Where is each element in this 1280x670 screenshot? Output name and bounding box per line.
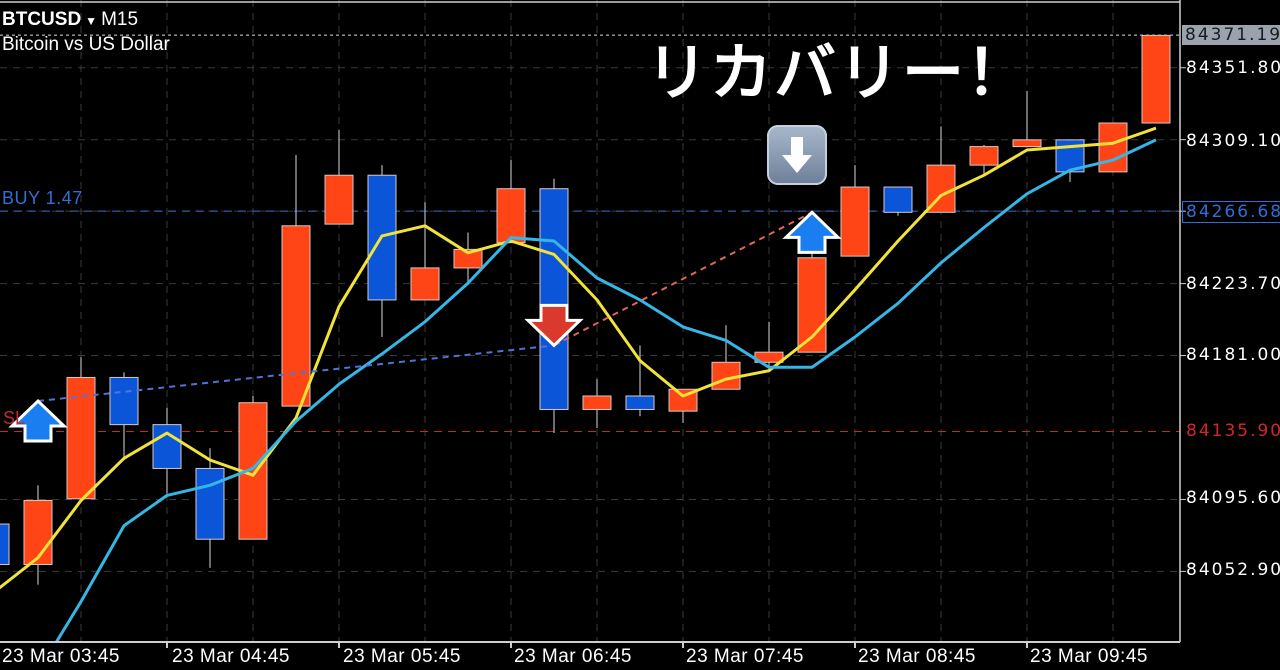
symbol-name[interactable]: BTCUSD [2, 9, 82, 30]
bull-candle [1012, 139, 1042, 148]
x-tick-label: 23 Mar 07:45 [686, 646, 804, 667]
x-tick-label: 23 Mar 09:45 [1030, 646, 1148, 667]
symbol-description: Bitcoin vs US Dollar [2, 34, 170, 55]
price-level-lines [0, 34, 1180, 433]
bear-candle [0, 523, 10, 565]
x-tick-label: 23 Mar 05:45 [343, 646, 461, 667]
down-arrow-emoji-icon [767, 125, 827, 185]
x-tick-label: 23 Mar 06:45 [514, 646, 632, 667]
slow-ma-line [55, 138, 1157, 643]
triangle-down-icon[interactable]: ▼ [85, 14, 98, 28]
x-tick-label: 23 Mar 08:45 [858, 646, 976, 667]
bull-candle [840, 186, 870, 257]
bear-candle [195, 467, 225, 540]
bull-candle [582, 395, 612, 410]
candles [0, 34, 1171, 585]
sl-price-label: 84135.90 [1186, 421, 1280, 441]
bear-candle [625, 395, 655, 410]
bull-candle [410, 267, 440, 301]
current-price-label: 84371.19 [1182, 25, 1280, 45]
x-tick-label: 23 Mar 03:45 [2, 646, 120, 667]
bull-candle [453, 248, 483, 269]
timeframe[interactable]: M15 [101, 9, 139, 30]
fast-ma-line [0, 126, 1157, 590]
bull-candle [23, 499, 53, 565]
y-tick-label: 84095.60 [1186, 488, 1280, 508]
symbol-header[interactable]: BTCUSD ▼ M15 Bitcoin vs US Dollar [2, 8, 170, 57]
bull-candle [324, 174, 354, 225]
y-tick-label: 84351.80 [1186, 58, 1280, 78]
bear-candle [109, 376, 139, 426]
bear-candle [883, 186, 913, 213]
moving-averages [0, 126, 1157, 643]
y-tick-label: 84052.90 [1186, 560, 1280, 580]
buy-arrow-icon [782, 210, 842, 254]
x-tick-label: 23 Mar 04:45 [172, 646, 290, 667]
trade-path-sell [553, 211, 813, 347]
bull-candle [281, 225, 311, 407]
buy-order-label[interactable]: BUY 1.47 [2, 188, 83, 208]
y-tick-label: 84181.00 [1186, 345, 1280, 365]
trade-marks [8, 210, 842, 443]
bear-candle [152, 424, 182, 469]
bull-candle [66, 376, 96, 500]
buy-price-label: 84266.68 [1182, 201, 1280, 223]
caption-text: リカバリー！ [646, 36, 1031, 109]
bear-candle [539, 188, 569, 410]
sl-label[interactable]: SL [3, 408, 26, 428]
buy-arrow-icon [8, 398, 68, 443]
trade-path-buy [37, 344, 555, 403]
y-tick-label: 84309.10 [1186, 131, 1280, 151]
bull-candle [496, 188, 526, 244]
bull-candle [969, 146, 999, 166]
bull-candle [1141, 34, 1171, 124]
bull-candle [1098, 122, 1128, 173]
sell-arrow-icon [524, 303, 584, 348]
y-tick-label: 84223.70 [1186, 274, 1280, 294]
